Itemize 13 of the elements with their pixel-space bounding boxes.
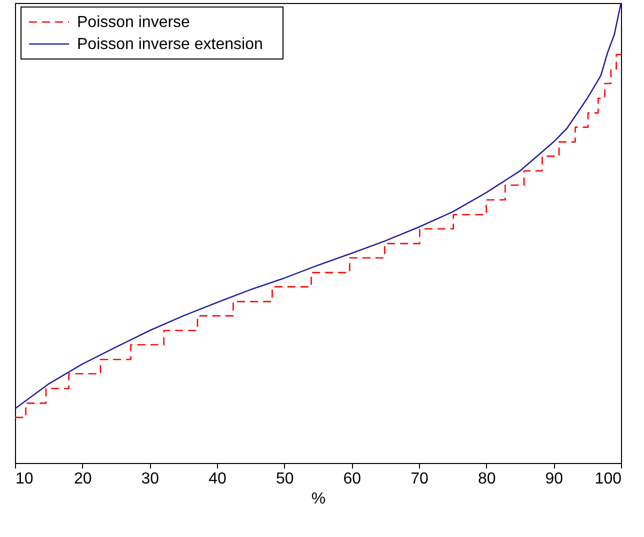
x-tick-label: 100: [594, 470, 622, 488]
x-tick-label: 70: [410, 470, 428, 488]
x-tick-label: 50: [276, 470, 294, 488]
x-tick-label: 30: [141, 470, 160, 488]
legend-label: Poisson inverse extension: [77, 36, 263, 53]
x-tick-label: 40: [208, 470, 226, 488]
x-axis-title: %: [311, 490, 326, 508]
legend-label: Poisson inverse: [77, 14, 190, 31]
x-tick-label: 90: [545, 470, 564, 488]
x-tick-label: 80: [478, 470, 496, 488]
x-tick-label: 10: [16, 470, 34, 488]
x-tick-label: 20: [74, 470, 92, 488]
x-tick-label: 60: [343, 470, 362, 488]
